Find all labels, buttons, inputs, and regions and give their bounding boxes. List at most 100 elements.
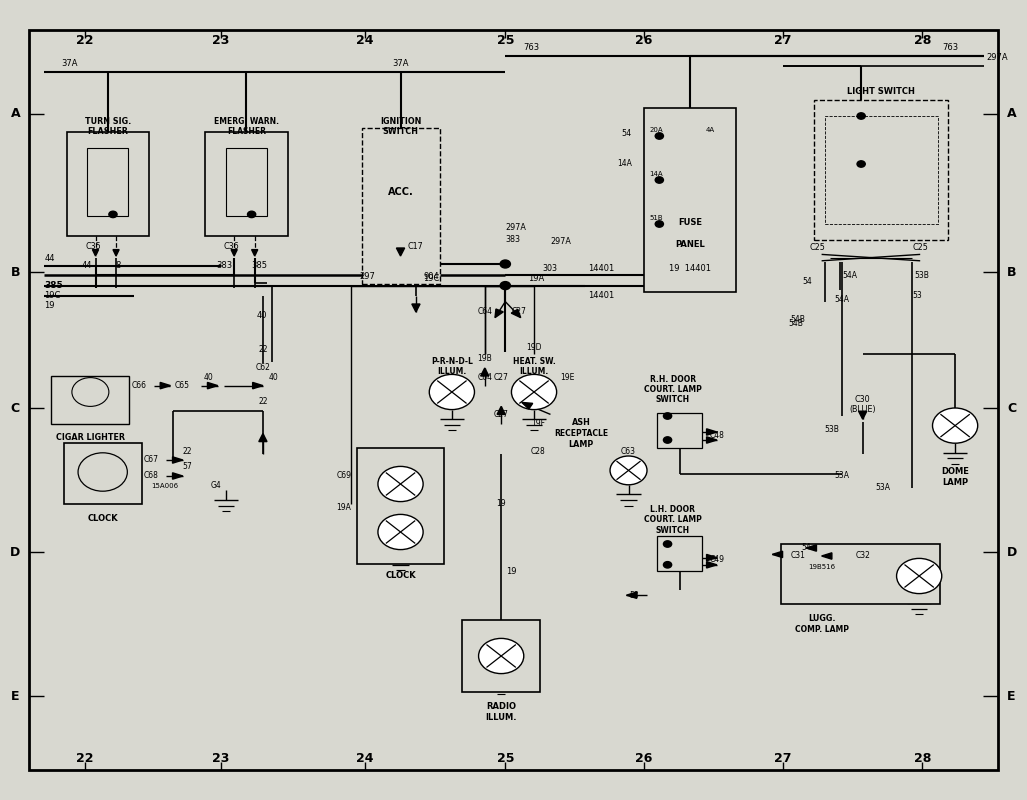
Text: SWITCH: SWITCH [382,126,419,136]
Bar [357,448,444,564]
Polygon shape [806,545,816,551]
Text: 8: 8 [115,261,121,270]
Text: 26: 26 [636,752,652,765]
Text: 19: 19 [506,567,517,577]
Text: 54: 54 [621,129,632,138]
Text: 19D: 19D [526,343,542,353]
Text: 303: 303 [542,264,557,274]
Bar [64,443,142,504]
Polygon shape [497,406,505,414]
Text: C63: C63 [621,446,636,456]
Text: C28: C28 [531,446,545,456]
Polygon shape [772,551,783,558]
Text: 19E: 19E [560,373,574,382]
Text: RADIO: RADIO [486,702,517,711]
Text: 297A: 297A [550,237,571,246]
Polygon shape [173,473,183,479]
Bar [657,536,702,571]
Bar [814,100,948,240]
Text: D: D [1006,546,1017,558]
Circle shape [933,408,978,443]
Text: COURT. LAMP: COURT. LAMP [644,515,701,525]
Text: C: C [11,402,20,414]
Text: COMP. LAMP: COMP. LAMP [795,625,848,634]
Text: 904: 904 [423,271,440,281]
Text: TURN SIG.: TURN SIG. [84,117,131,126]
Bar [205,132,288,236]
Polygon shape [707,562,717,568]
Text: LIGHT SWITCH: LIGHT SWITCH [847,87,915,97]
Text: 19F: 19F [531,419,545,429]
Text: 14401: 14401 [587,264,614,274]
Text: 40: 40 [203,373,214,382]
Text: C49: C49 [710,555,724,565]
Polygon shape [412,304,420,312]
Bar [362,128,440,284]
Bar [51,376,129,424]
Text: C25: C25 [809,242,826,252]
Circle shape [500,282,510,290]
Text: C36: C36 [224,242,239,251]
Circle shape [655,133,663,139]
Polygon shape [113,250,119,256]
Text: A: A [1006,107,1017,120]
Polygon shape [522,402,533,409]
Text: 53A: 53A [876,483,890,493]
Text: 19C: 19C [44,290,61,300]
Text: C27: C27 [494,373,508,382]
Text: G4: G4 [211,481,221,490]
Text: LAMP: LAMP [569,440,594,450]
Bar [462,620,540,692]
Circle shape [248,211,256,218]
Text: C32: C32 [855,551,870,561]
Text: 19B: 19B [478,354,492,363]
Text: 763: 763 [942,43,958,53]
Text: E: E [1007,690,1016,702]
Text: 54: 54 [801,543,811,553]
Text: 22: 22 [76,34,94,46]
Text: 51B: 51B [649,214,662,221]
Text: CLOCK: CLOCK [385,571,416,581]
Text: EMERG. WARN.: EMERG. WARN. [214,117,279,126]
Circle shape [610,456,647,485]
Polygon shape [92,250,99,256]
Text: 22: 22 [258,397,268,406]
Polygon shape [207,382,218,389]
Polygon shape [707,437,717,443]
Text: 14A: 14A [617,159,632,169]
Circle shape [857,161,865,167]
Text: C25: C25 [912,242,928,252]
Text: (BLUE): (BLUE) [849,405,876,414]
Text: ILLUM.: ILLUM. [520,366,548,376]
Polygon shape [511,310,521,318]
Text: C: C [1007,402,1016,414]
Text: B: B [10,266,21,278]
Text: 37A: 37A [62,58,78,68]
Text: 28: 28 [914,34,930,46]
Text: 54B: 54B [789,319,803,329]
Circle shape [655,177,663,183]
Text: ASH: ASH [572,418,591,427]
Text: 297: 297 [359,271,376,281]
Bar [87,148,128,216]
Text: 22: 22 [76,752,94,765]
Text: R.H. DOOR: R.H. DOOR [650,374,695,384]
Polygon shape [259,434,267,442]
Circle shape [378,466,423,502]
Text: ILLUM.: ILLUM. [438,366,466,376]
Circle shape [663,541,672,547]
Text: 385: 385 [44,281,63,290]
Text: L.H. DOOR: L.H. DOOR [650,505,695,514]
Polygon shape [707,554,717,561]
Polygon shape [253,382,263,389]
Text: B: B [1006,266,1017,278]
Polygon shape [173,457,183,463]
Text: FLASHER: FLASHER [227,126,266,136]
Text: ACC.: ACC. [387,187,414,197]
Text: 297A: 297A [505,223,526,233]
Text: C69: C69 [337,471,351,481]
Text: C30: C30 [854,395,871,405]
Text: SWITCH: SWITCH [655,526,690,535]
Text: HEAT. SW.: HEAT. SW. [512,357,556,366]
Text: 24: 24 [355,34,374,46]
